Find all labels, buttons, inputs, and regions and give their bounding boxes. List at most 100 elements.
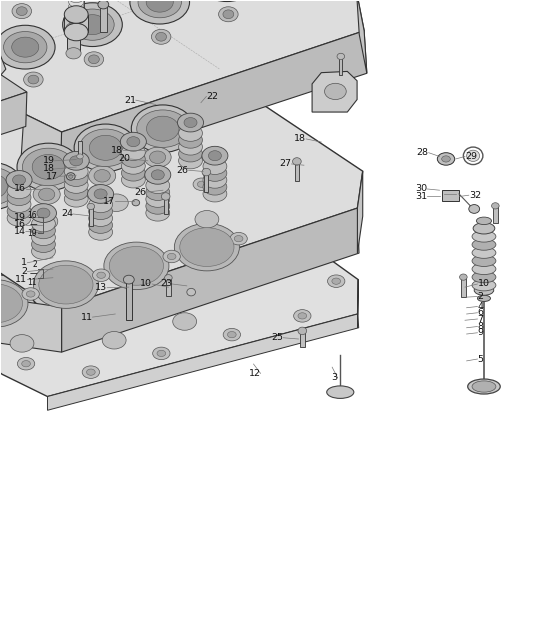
Ellipse shape	[32, 154, 65, 180]
Ellipse shape	[122, 158, 146, 174]
Ellipse shape	[203, 165, 227, 181]
Ellipse shape	[0, 284, 22, 323]
Ellipse shape	[7, 203, 31, 219]
Polygon shape	[312, 72, 357, 112]
Ellipse shape	[89, 197, 113, 213]
Ellipse shape	[64, 23, 88, 41]
Ellipse shape	[69, 6, 84, 16]
Ellipse shape	[94, 189, 107, 199]
Ellipse shape	[146, 184, 169, 200]
Polygon shape	[0, 58, 27, 107]
Text: 10: 10	[477, 279, 489, 288]
Text: 24: 24	[61, 210, 73, 219]
Ellipse shape	[80, 129, 132, 166]
Bar	[461, 277, 466, 297]
Bar	[69, 0, 84, 15]
Ellipse shape	[32, 229, 56, 246]
Ellipse shape	[178, 113, 203, 132]
Text: 19: 19	[43, 156, 54, 165]
Polygon shape	[0, 298, 62, 352]
Ellipse shape	[197, 181, 206, 187]
Text: 22: 22	[207, 92, 219, 101]
Bar	[64, 14, 88, 32]
Ellipse shape	[77, 154, 83, 159]
Ellipse shape	[149, 151, 166, 163]
Text: 7: 7	[477, 315, 483, 323]
Ellipse shape	[469, 205, 480, 214]
Ellipse shape	[467, 150, 480, 161]
Bar	[166, 278, 171, 296]
Ellipse shape	[474, 285, 494, 295]
Ellipse shape	[11, 37, 39, 57]
Polygon shape	[0, 71, 363, 307]
Polygon shape	[356, 0, 367, 73]
Ellipse shape	[441, 156, 450, 162]
Ellipse shape	[298, 327, 307, 335]
Ellipse shape	[472, 271, 496, 283]
Ellipse shape	[161, 193, 170, 200]
Ellipse shape	[32, 215, 56, 232]
Ellipse shape	[459, 274, 467, 280]
Bar	[338, 57, 342, 75]
Ellipse shape	[102, 332, 126, 349]
Ellipse shape	[69, 10, 84, 20]
Polygon shape	[0, 154, 358, 396]
Ellipse shape	[476, 217, 492, 225]
Ellipse shape	[31, 203, 57, 222]
Ellipse shape	[22, 360, 31, 367]
Ellipse shape	[332, 278, 341, 284]
Ellipse shape	[223, 328, 240, 341]
Ellipse shape	[89, 210, 113, 227]
Text: 18: 18	[294, 134, 306, 143]
Ellipse shape	[22, 288, 39, 300]
Ellipse shape	[174, 224, 239, 271]
Ellipse shape	[179, 146, 202, 162]
Ellipse shape	[337, 53, 344, 60]
Ellipse shape	[167, 253, 176, 259]
Ellipse shape	[130, 0, 190, 24]
Ellipse shape	[7, 210, 31, 226]
Text: 11: 11	[15, 275, 27, 284]
Ellipse shape	[39, 188, 55, 201]
Ellipse shape	[147, 116, 179, 141]
Text: 28: 28	[417, 148, 429, 157]
Polygon shape	[0, 51, 6, 78]
Ellipse shape	[82, 366, 100, 379]
Ellipse shape	[193, 178, 210, 190]
Text: 1: 1	[21, 258, 27, 268]
Ellipse shape	[63, 3, 122, 46]
Ellipse shape	[179, 139, 202, 155]
Ellipse shape	[89, 203, 113, 220]
Ellipse shape	[66, 173, 75, 180]
Ellipse shape	[6, 171, 32, 189]
Ellipse shape	[64, 184, 88, 200]
Text: 26: 26	[135, 188, 147, 197]
Ellipse shape	[26, 291, 35, 297]
Ellipse shape	[89, 224, 113, 241]
Ellipse shape	[63, 151, 89, 170]
Text: 11: 11	[81, 313, 93, 322]
Text: 2: 2	[21, 267, 27, 276]
Ellipse shape	[39, 265, 93, 304]
Text: 16: 16	[14, 185, 26, 193]
Ellipse shape	[203, 158, 227, 175]
Ellipse shape	[34, 213, 58, 230]
Bar	[89, 207, 93, 227]
Ellipse shape	[32, 243, 56, 259]
Text: 13: 13	[95, 283, 107, 292]
Ellipse shape	[472, 247, 496, 258]
Bar	[204, 172, 208, 192]
Ellipse shape	[17, 143, 80, 191]
Ellipse shape	[69, 175, 73, 178]
Ellipse shape	[472, 239, 496, 250]
Bar	[441, 190, 459, 201]
Ellipse shape	[203, 186, 227, 202]
Ellipse shape	[146, 177, 169, 193]
Text: 20: 20	[118, 154, 130, 163]
Ellipse shape	[13, 175, 26, 185]
Ellipse shape	[146, 198, 169, 214]
Ellipse shape	[122, 151, 146, 167]
Ellipse shape	[84, 51, 104, 67]
Ellipse shape	[87, 369, 95, 376]
Ellipse shape	[132, 200, 140, 206]
